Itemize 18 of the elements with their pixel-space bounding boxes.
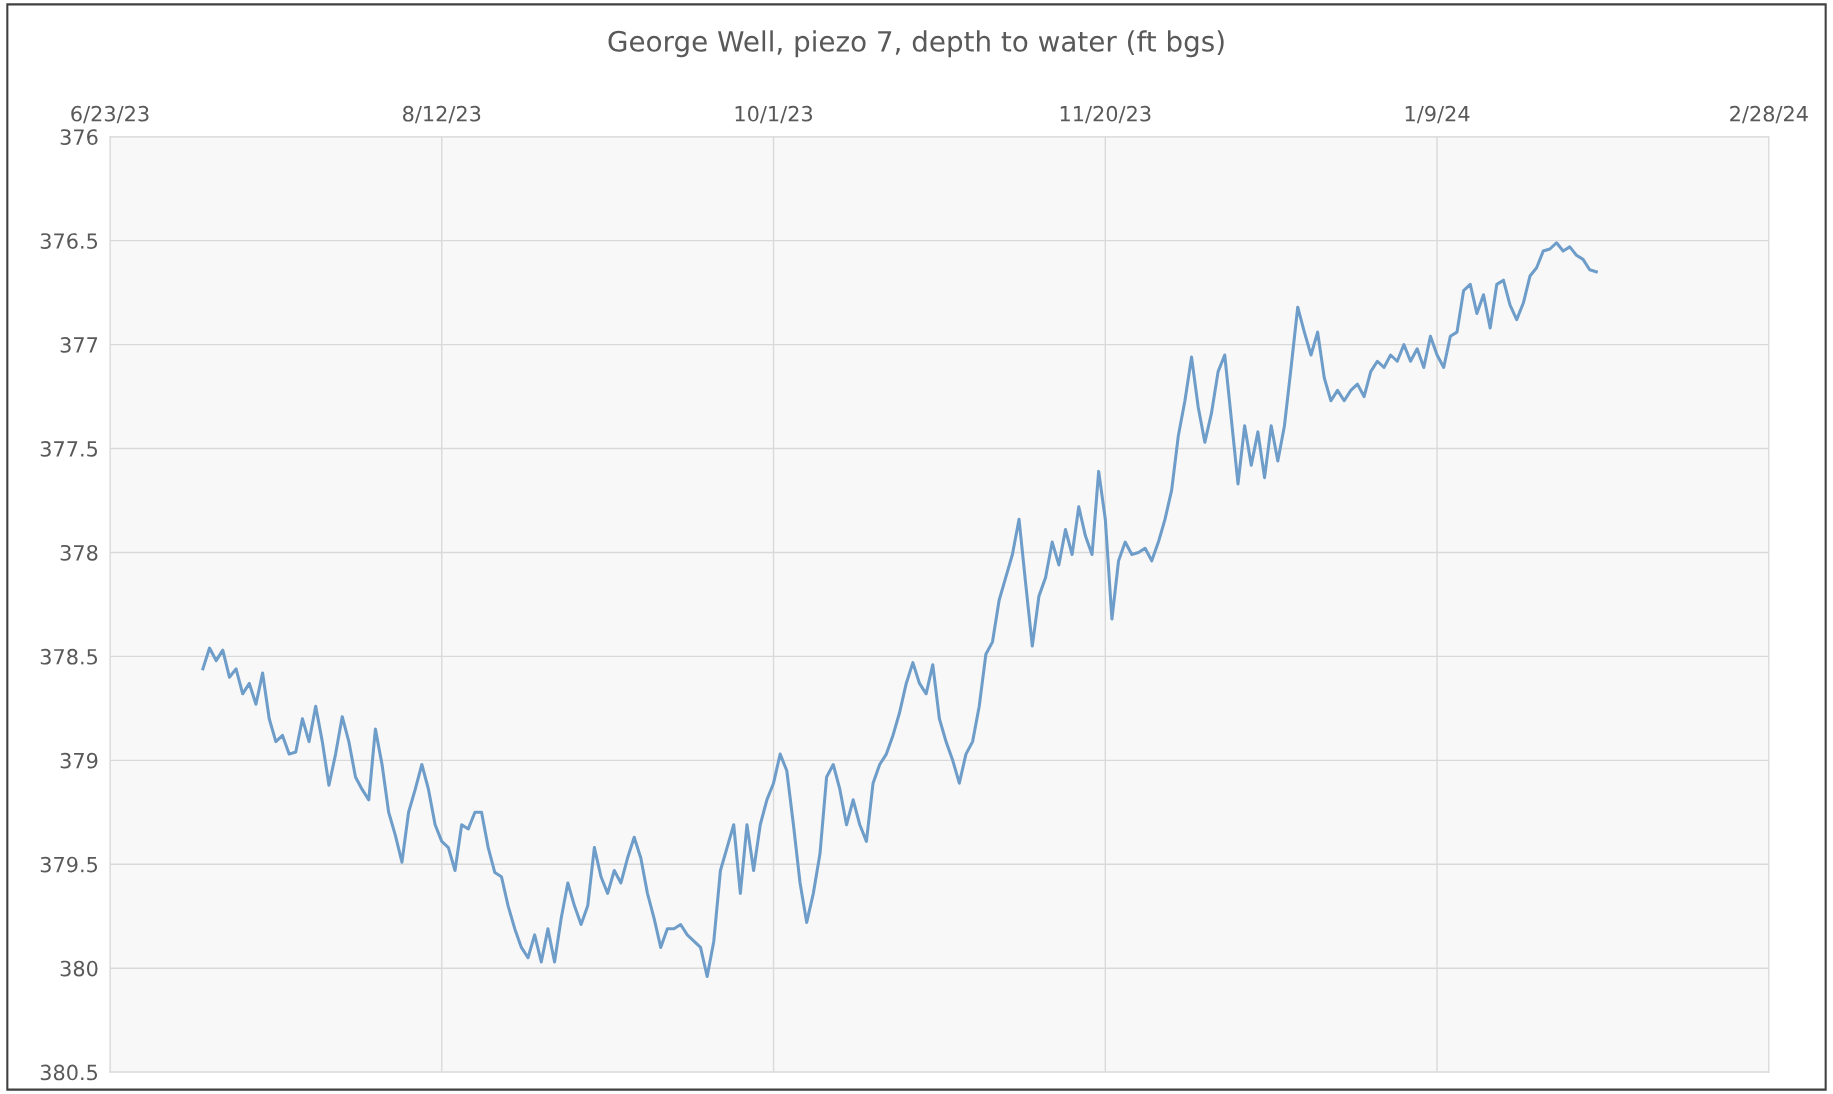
x-tick-label: 10/1/23 <box>735 105 813 124</box>
y-tick-label: 378.5 <box>40 648 98 665</box>
y-tick-label: 380 <box>60 960 98 977</box>
y-tick-label: 378 <box>60 544 98 561</box>
y-tick-label: 376 <box>60 129 98 145</box>
y-tick-label: 377 <box>60 337 98 353</box>
y-tick-label: 379 <box>60 752 98 769</box>
y-tick-label: 376.5 <box>40 233 98 249</box>
x-tick-label: 6/23/23 <box>71 105 149 124</box>
y-tick-label: 380.5 <box>40 1064 98 1081</box>
x-tick-label: 8/12/23 <box>403 105 481 124</box>
y-tick-label: 377.5 <box>40 440 98 457</box>
chart-title: George Well, piezo 7, depth to water (ft bgs) <box>608 30 1224 58</box>
line-series <box>201 241 1598 979</box>
x-tick-label: 2/28/24 <box>1730 105 1808 124</box>
x-tick-label: 1/9/24 <box>1405 105 1470 124</box>
x-tick-label: 11/20/23 <box>1060 105 1151 124</box>
y-tick-label: 379.5 <box>40 856 98 873</box>
